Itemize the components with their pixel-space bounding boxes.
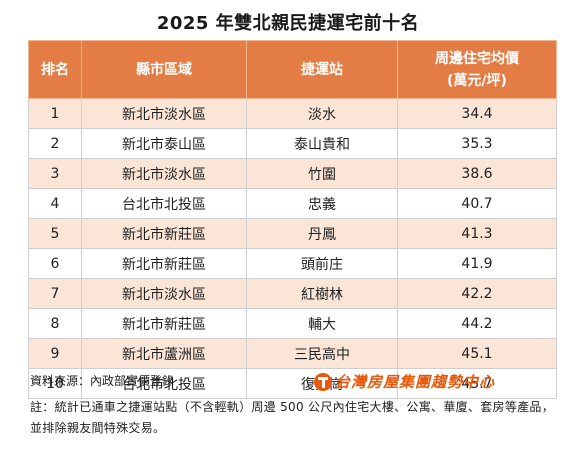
ranking-table: 排名 縣市區域 捷運站 周邊住宅均價 (萬元/坪) 1 新北市淡水區 淡水 34.4 2…	[28, 40, 557, 399]
price-cell: 45.1	[397, 338, 557, 369]
district-cell: 台北市北投區	[81, 188, 247, 219]
station-cell: 頭前庄	[246, 248, 398, 279]
price-cell: 38.6	[397, 158, 557, 189]
rank-cell: 6	[28, 248, 82, 279]
rank-cell: 5	[28, 218, 82, 249]
station-cell: 泰山貴和	[246, 128, 398, 159]
footnote: 註：統計已通車之捷運站點（不含輕軌）周邊 500 公尺內住宅大樓、公寓、華廈、套…	[30, 400, 555, 435]
rank-cell: 9	[28, 338, 82, 369]
rank-cell: 4	[28, 188, 82, 219]
district-cell: 新北市淡水區	[81, 278, 247, 309]
brand-logo-text: 台灣房屋集團趨勢中心	[335, 373, 496, 391]
station-cell: 淡水	[246, 98, 398, 129]
rank-cell: 2	[28, 128, 82, 159]
brand-logo: 台灣房屋集團趨勢中心	[314, 371, 495, 392]
price-cell: 35.3	[397, 128, 557, 159]
rank-cell: 3	[28, 158, 82, 189]
district-cell: 新北市新莊區	[81, 248, 247, 279]
price-cell: 41.3	[397, 218, 557, 249]
rank-cell: 7	[28, 278, 82, 309]
station-cell: 復興崗	[246, 368, 398, 399]
station-cell: 丹鳳	[246, 218, 398, 249]
table-row: 4 台北市北投區 忠義 40.7	[28, 188, 557, 219]
price-cell: 44.2	[397, 308, 557, 339]
rank-cell: 1	[28, 98, 82, 129]
table-row: 7 新北市淡水區 紅樹林 42.2	[28, 278, 557, 309]
price-cell: 45.7	[397, 368, 557, 399]
district-cell: 新北市新莊區	[81, 218, 247, 249]
header-price: 周邊住宅均價 (萬元/坪)	[397, 40, 557, 99]
district-cell: 新北市淡水區	[81, 158, 247, 189]
table-row: 3 新北市淡水區 竹圍 38.6	[28, 158, 557, 189]
page-title: 2025 年雙北親民捷運宅前十名	[156, 13, 420, 34]
price-cell: 34.4	[397, 98, 557, 129]
table-row: 9 新北市蘆洲區 三民高中 45.1	[28, 338, 557, 369]
table-row: 2 新北市泰山區 泰山貴和 35.3	[28, 128, 557, 159]
rank-cell: 8	[28, 308, 82, 339]
table-row: 10台北市北投區復興崗45.7	[28, 368, 557, 399]
district-cell: 新北市泰山區	[81, 128, 247, 159]
price-cell: 41.9	[397, 248, 557, 279]
district-cell: 新北市新莊區	[81, 308, 247, 339]
taiwan-realty-logo-icon	[314, 372, 332, 391]
table-row: 1 新北市淡水區 淡水 34.4	[28, 98, 557, 129]
district-cell: 新北市蘆洲區	[81, 338, 247, 369]
station-cell: 紅樹林	[246, 278, 398, 309]
data-source: 資料來源：內政部實價登錄	[30, 374, 175, 388]
table-row: 6 新北市新莊區 頭前庄 41.9	[28, 248, 557, 279]
price-cell: 42.2	[397, 278, 557, 309]
station-cell: 忠義	[246, 188, 398, 219]
table-row: 8 新北市新莊區 輔大 44.2	[28, 308, 557, 339]
header-price-line2: (萬元/坪)	[447, 72, 507, 89]
header-price-line1: 周邊住宅均價	[435, 50, 519, 67]
table-row: 5 新北市新莊區 丹鳳 41.3	[28, 218, 557, 249]
station-cell: 三民高中	[246, 338, 398, 369]
station-cell: 輔大	[246, 308, 398, 339]
header-rank: 排名	[28, 40, 82, 99]
table-header-row: 排名 縣市區域 捷運站 周邊住宅均價 (萬元/坪)	[28, 40, 557, 99]
district-cell: 新北市淡水區	[81, 98, 247, 129]
header-district: 縣市區域	[81, 40, 247, 99]
table-body: 1 新北市淡水區 淡水 34.4 2 新北市泰山區 泰山貴和 35.3 3 新北市淡水區 竹圍 38.…	[28, 98, 557, 399]
price-cell: 40.7	[397, 188, 557, 219]
rank-cell: 10	[28, 368, 82, 399]
header-station: 捷運站	[246, 40, 398, 99]
station-cell: 竹圍	[246, 158, 398, 189]
